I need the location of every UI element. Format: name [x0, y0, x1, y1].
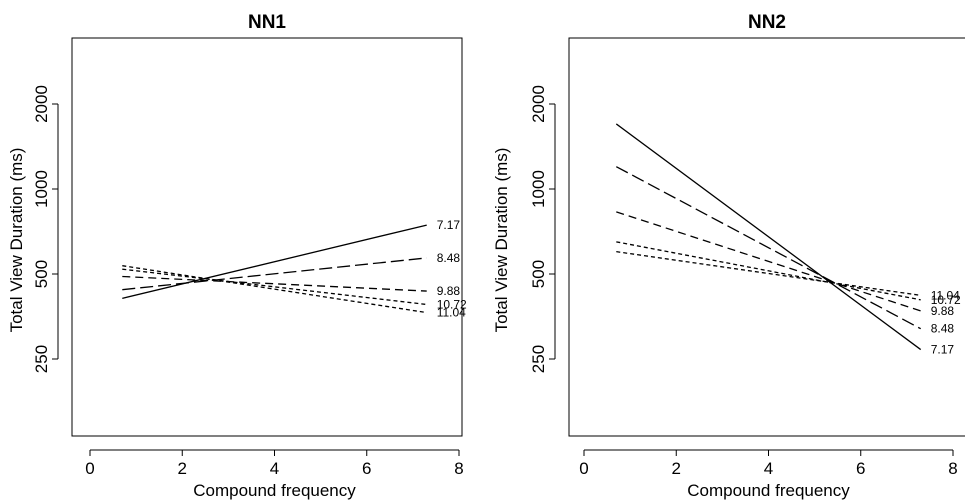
y-tick-label: 500 [32, 260, 51, 288]
x-axis-label-nn1: Compound frequency [193, 481, 356, 500]
y-tick-label: 2000 [529, 85, 548, 123]
series-line-9.88 [122, 275, 427, 292]
chart-svg-nn1: NN1 0 2 4 6 8 Compound frequency 250 500 1000 2000… [7, 12, 467, 500]
x-tick-label: 2 [672, 459, 681, 478]
chart-title-nn1: NN1 [248, 12, 286, 33]
x-tick-label: 8 [948, 459, 957, 478]
series-label-7.17: 7.17 [931, 343, 955, 357]
series-line-7.17 [615, 123, 922, 351]
plot-frame-nn1 [71, 37, 463, 437]
y-axis-label-nn1: Total View Duration (ms) [7, 148, 26, 333]
series-line-8.48 [615, 166, 922, 330]
series-label-9.88: 9.88 [931, 304, 955, 318]
x-tick-label: 8 [454, 459, 463, 478]
series-line-7.17 [122, 224, 427, 299]
x-tick-label: 4 [764, 459, 773, 478]
y-tick-label: 1000 [32, 170, 51, 208]
x-tick-label: 0 [579, 459, 588, 478]
x-tick-label: 6 [856, 459, 865, 478]
x-tick-label: 0 [85, 459, 94, 478]
y-tick-label: 500 [529, 260, 548, 288]
series-line-9.88 [616, 211, 921, 312]
x-axis-label-nn2: Compound frequency [687, 481, 850, 500]
y-tick-label: 2000 [32, 85, 51, 123]
series-label-7.17: 7.17 [437, 218, 461, 232]
y-tick-label: 250 [529, 345, 548, 373]
series-label-10.72: 10.72 [437, 297, 467, 311]
chart-panel-nn1: NN1 0 2 4 6 8 Compound frequency 250 500 1000 2000… [0, 0, 482, 500]
series-line-11.04 [616, 250, 921, 297]
plot-frame-nn2 [568, 37, 965, 437]
chart-title-nn2: NN2 [748, 12, 786, 33]
series-line-8.48 [122, 257, 427, 291]
series-label-11.04: 11.04 [437, 306, 466, 320]
series-label-8.48: 8.48 [931, 322, 955, 336]
series-label-10.72: 10.72 [931, 293, 961, 307]
series-label-9.88: 9.88 [437, 284, 461, 298]
series-line-10.72 [122, 268, 427, 306]
series-line-10.72 [616, 241, 921, 301]
chart-svg-nn2: NN2 0 2 4 6 8 Compound frequency 250 500 1000 2000… [492, 12, 965, 500]
y-tick-label: 1000 [529, 170, 548, 208]
x-tick-label: 4 [270, 459, 279, 478]
x-tick-label: 2 [178, 459, 187, 478]
series-line-11.04 [122, 265, 427, 314]
series-label-8.48: 8.48 [437, 251, 461, 265]
chart-panel-nn2: NN2 0 2 4 6 8 Compound frequency 250 500 1000 2000… [483, 0, 965, 500]
y-axis-label-nn2: Total View Duration (ms) [492, 148, 511, 333]
y-tick-label: 250 [32, 345, 51, 373]
x-tick-label: 6 [362, 459, 371, 478]
series-label-11.04: 11.04 [931, 288, 960, 302]
